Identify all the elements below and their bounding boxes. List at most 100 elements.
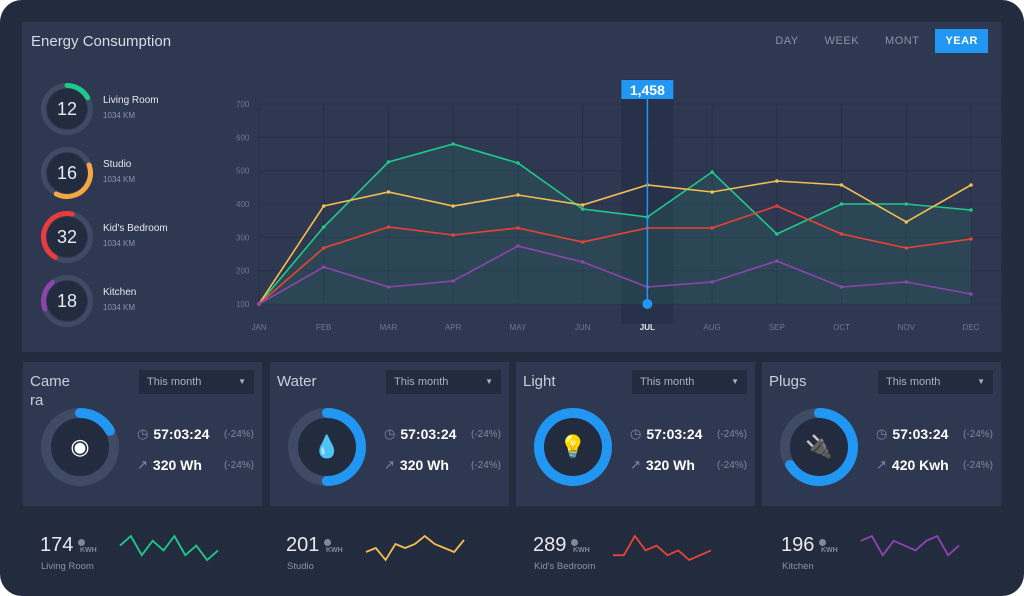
room-summary: 196 KWH Kitchen bbox=[781, 530, 1011, 580]
data-point[interactable] bbox=[321, 265, 326, 269]
tab-week[interactable]: WEEK bbox=[824, 35, 860, 47]
room-name: Kid's Bedroom bbox=[103, 223, 168, 234]
data-point[interactable] bbox=[386, 285, 391, 289]
clock-icon: ◷ bbox=[384, 426, 396, 441]
period-select[interactable]: This month ▼ bbox=[632, 370, 747, 394]
data-point[interactable] bbox=[839, 232, 844, 236]
y-tick-label: 600 bbox=[236, 133, 250, 142]
device-card: Plugs This month ▼ 🔌 ◷ 57:03:24 (-24%) ↗ 42… bbox=[762, 362, 1001, 506]
summary-value: 201 bbox=[286, 534, 320, 556]
select-value: This month bbox=[640, 376, 695, 388]
status-dot bbox=[78, 539, 85, 546]
tooltip-box bbox=[621, 80, 674, 99]
time-value: 57:03:24 bbox=[400, 426, 457, 442]
data-point[interactable] bbox=[451, 204, 455, 208]
room-name: Living Room bbox=[103, 95, 159, 106]
room-distance: 1034 KM bbox=[103, 303, 136, 312]
data-point[interactable] bbox=[257, 302, 261, 306]
data-point[interactable] bbox=[516, 244, 520, 248]
data-point[interactable] bbox=[516, 226, 520, 230]
data-point[interactable] bbox=[839, 183, 844, 187]
summary-value: 289 bbox=[533, 534, 567, 556]
x-tick-label: JUN bbox=[575, 323, 591, 332]
summary-label: Studio bbox=[287, 561, 314, 572]
x-tick-label: MAY bbox=[510, 323, 527, 332]
data-point[interactable] bbox=[580, 260, 585, 264]
period-select[interactable]: This month ▼ bbox=[139, 370, 254, 394]
data-point[interactable] bbox=[904, 246, 909, 250]
energy-stat: ↗ 320 Wh bbox=[384, 457, 449, 473]
data-point[interactable] bbox=[904, 280, 909, 284]
summary-unit: KWH bbox=[821, 547, 838, 554]
data-point[interactable] bbox=[321, 204, 326, 208]
panel-title: Energy Consumption bbox=[31, 33, 172, 50]
sparkline bbox=[119, 534, 219, 562]
data-point[interactable] bbox=[904, 220, 909, 224]
data-point[interactable] bbox=[386, 225, 391, 229]
summary-value: 196 bbox=[781, 534, 815, 556]
trend-up-icon: ↗ bbox=[384, 457, 395, 472]
period-select[interactable]: This month ▼ bbox=[878, 370, 993, 394]
tab-day[interactable]: DAY bbox=[775, 35, 799, 47]
data-point[interactable] bbox=[710, 226, 714, 230]
data-point[interactable] bbox=[580, 203, 585, 207]
data-point[interactable] bbox=[839, 285, 844, 289]
data-point[interactable] bbox=[516, 193, 520, 197]
trend-up-icon: ↗ bbox=[630, 457, 641, 472]
series-line bbox=[258, 143, 972, 305]
data-point[interactable] bbox=[904, 202, 909, 206]
x-tick-label: FEB bbox=[316, 323, 332, 332]
energy-change: (-24%) bbox=[716, 460, 747, 471]
data-point[interactable] bbox=[516, 161, 520, 165]
data-point[interactable] bbox=[321, 225, 326, 229]
y-tick-label: 300 bbox=[236, 233, 250, 242]
caret-down-icon: ▼ bbox=[238, 377, 246, 386]
sparkline bbox=[613, 534, 712, 562]
tab-month[interactable]: MONT bbox=[885, 35, 920, 47]
room-ring bbox=[41, 83, 93, 135]
data-point[interactable] bbox=[775, 232, 779, 236]
data-point[interactable] bbox=[580, 240, 585, 244]
energy-change: (-24%) bbox=[470, 460, 501, 471]
energy-change: (-24%) bbox=[223, 460, 254, 471]
data-point[interactable] bbox=[969, 183, 973, 187]
room-value: 16 bbox=[56, 163, 78, 183]
room-distance: 1034 KM bbox=[103, 239, 136, 248]
time-value: 57:03:24 bbox=[646, 426, 703, 442]
data-point[interactable] bbox=[451, 279, 455, 283]
data-point[interactable] bbox=[386, 160, 391, 164]
device-gauge bbox=[780, 408, 858, 486]
y-tick-label: 100 bbox=[236, 300, 250, 309]
data-point[interactable] bbox=[710, 170, 714, 174]
data-point[interactable] bbox=[710, 280, 714, 284]
data-point[interactable] bbox=[451, 233, 455, 237]
x-tick-label: JAN bbox=[251, 323, 266, 332]
data-point[interactable] bbox=[839, 202, 844, 206]
data-point[interactable] bbox=[969, 292, 973, 296]
data-point[interactable] bbox=[969, 208, 973, 212]
time-change: (-24%) bbox=[716, 429, 747, 440]
webcam-icon: ◉ bbox=[70, 434, 90, 459]
data-point[interactable] bbox=[775, 179, 779, 183]
time-stat: ◷ 57:03:24 bbox=[384, 426, 456, 442]
tab-year[interactable]: YEAR bbox=[935, 29, 988, 53]
sparkline bbox=[365, 534, 465, 562]
data-point[interactable] bbox=[775, 204, 779, 208]
data-point[interactable] bbox=[451, 142, 455, 146]
cursor-handle[interactable] bbox=[642, 299, 653, 309]
time-change: (-24%) bbox=[962, 429, 993, 440]
card-title: Water bbox=[277, 373, 317, 390]
data-point[interactable] bbox=[710, 190, 714, 194]
room-ring bbox=[41, 211, 93, 263]
water-drop-icon: 💧 bbox=[313, 434, 341, 459]
data-point[interactable] bbox=[321, 246, 326, 250]
trend-up-icon: ↗ bbox=[137, 457, 148, 472]
x-tick-label: APR bbox=[445, 323, 462, 332]
data-point[interactable] bbox=[580, 207, 585, 211]
data-point[interactable] bbox=[386, 190, 391, 194]
data-point[interactable] bbox=[969, 237, 973, 241]
period-select[interactable]: This month ▼ bbox=[386, 370, 501, 394]
data-point[interactable] bbox=[775, 259, 779, 263]
light-bulb-icon: 💡 bbox=[559, 434, 587, 459]
